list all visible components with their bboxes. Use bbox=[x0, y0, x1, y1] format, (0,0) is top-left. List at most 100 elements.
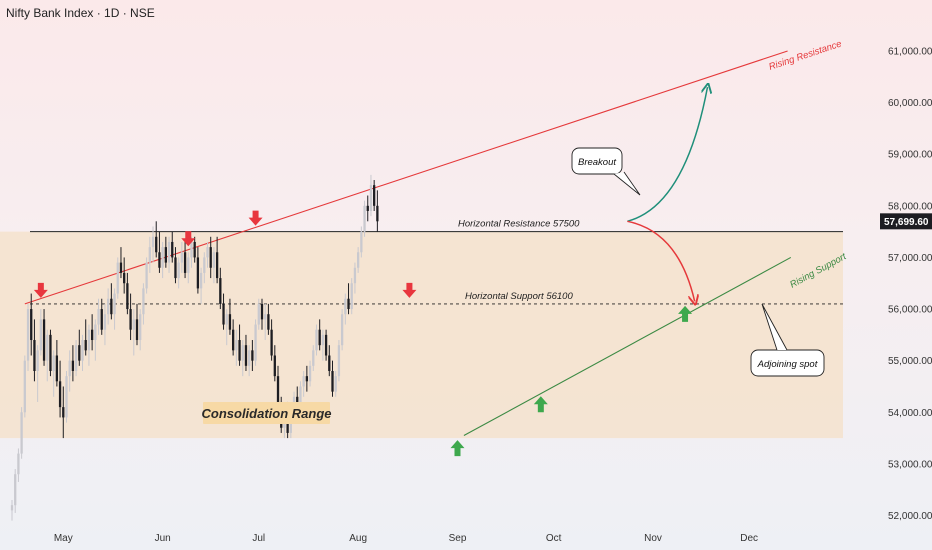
y-tick-label: 60,000.00 bbox=[888, 98, 932, 109]
last-price-label: 57,699.60 bbox=[884, 217, 929, 228]
candle-body bbox=[270, 329, 273, 356]
candle bbox=[273, 345, 276, 382]
candle-body bbox=[84, 340, 87, 351]
candle-body bbox=[350, 283, 353, 310]
candle bbox=[123, 257, 126, 294]
candle-body bbox=[215, 252, 219, 279]
candle-body bbox=[331, 370, 334, 392]
candle bbox=[219, 267, 222, 310]
candle-body bbox=[71, 360, 75, 371]
candle bbox=[376, 190, 379, 232]
breakout-callout-box bbox=[571, 147, 623, 175]
candle-body bbox=[199, 272, 203, 289]
candle bbox=[209, 236, 212, 279]
candle bbox=[84, 319, 87, 356]
candle bbox=[161, 241, 164, 279]
candle-body bbox=[65, 376, 68, 418]
breakout-label: Breakout bbox=[578, 157, 616, 168]
candle-body bbox=[78, 345, 81, 361]
candle bbox=[267, 303, 270, 335]
candle bbox=[23, 355, 26, 418]
candle bbox=[235, 329, 238, 366]
candle-body bbox=[212, 252, 216, 268]
candle bbox=[30, 293, 33, 356]
candle-body bbox=[26, 309, 30, 361]
x-tick-label: Sep bbox=[449, 533, 467, 544]
y-tick-label: 52,000.00 bbox=[888, 511, 932, 522]
candle-body bbox=[196, 257, 200, 289]
y-tick-label: 59,000.00 bbox=[888, 150, 932, 161]
candle-body bbox=[167, 241, 171, 263]
candle bbox=[257, 298, 260, 330]
candle-body bbox=[94, 324, 97, 341]
candle-body bbox=[20, 412, 23, 454]
candle bbox=[68, 350, 71, 392]
candle-body bbox=[119, 262, 123, 273]
candle bbox=[276, 365, 280, 408]
candle bbox=[52, 350, 55, 397]
candle-body bbox=[129, 309, 132, 330]
candle-body bbox=[267, 314, 270, 330]
projection-up-curve bbox=[627, 87, 707, 223]
candle bbox=[356, 247, 360, 273]
last-price-tag bbox=[880, 213, 932, 230]
candle bbox=[139, 309, 142, 351]
candle bbox=[174, 247, 177, 284]
candle bbox=[228, 298, 232, 335]
candle bbox=[97, 298, 100, 335]
candle-body bbox=[161, 247, 164, 268]
candle-body bbox=[123, 272, 126, 284]
candle bbox=[103, 303, 107, 346]
adjoining-label: Adjoining spot bbox=[757, 359, 818, 370]
candle-body bbox=[132, 319, 135, 330]
candle-body bbox=[340, 314, 344, 346]
candle bbox=[254, 319, 257, 366]
candle bbox=[353, 262, 357, 294]
candle bbox=[222, 293, 225, 330]
x-tick-label: May bbox=[54, 533, 73, 544]
candle bbox=[46, 329, 49, 382]
candle bbox=[87, 324, 91, 366]
candle bbox=[318, 319, 321, 351]
candle bbox=[126, 272, 129, 315]
candle-body bbox=[46, 334, 49, 361]
candle bbox=[100, 298, 103, 335]
candle-body bbox=[318, 329, 321, 346]
candle-body bbox=[360, 231, 363, 253]
candle bbox=[334, 370, 337, 397]
candle bbox=[340, 309, 344, 351]
candle-body bbox=[302, 376, 305, 387]
candle bbox=[119, 247, 123, 279]
candle bbox=[42, 309, 46, 366]
candle-body bbox=[97, 309, 100, 325]
candle-body bbox=[142, 288, 145, 315]
candle bbox=[183, 241, 187, 279]
candle-body bbox=[324, 334, 328, 356]
candle-body bbox=[90, 329, 94, 341]
candle bbox=[203, 252, 206, 284]
candle-body bbox=[187, 257, 190, 273]
down-arrow-marker bbox=[33, 282, 48, 298]
candle bbox=[350, 278, 353, 315]
candle bbox=[248, 345, 251, 377]
candle bbox=[251, 340, 254, 371]
candle-body bbox=[356, 252, 360, 268]
candle bbox=[14, 469, 17, 513]
candle-body bbox=[219, 278, 222, 304]
candle-body bbox=[81, 340, 84, 361]
candle bbox=[90, 314, 94, 351]
candle-body bbox=[328, 355, 331, 371]
candle bbox=[62, 386, 65, 439]
candle bbox=[164, 236, 167, 268]
candle bbox=[337, 340, 341, 382]
rising-support-line bbox=[463, 256, 792, 436]
y-tick-label: 57,000.00 bbox=[888, 253, 932, 264]
y-tick-label: 54,000.00 bbox=[888, 408, 932, 419]
candle-body bbox=[238, 340, 241, 361]
candle bbox=[328, 345, 331, 377]
candle-body bbox=[155, 236, 158, 253]
candle-body bbox=[366, 205, 369, 211]
candle bbox=[260, 298, 264, 330]
candle-body bbox=[273, 355, 276, 377]
